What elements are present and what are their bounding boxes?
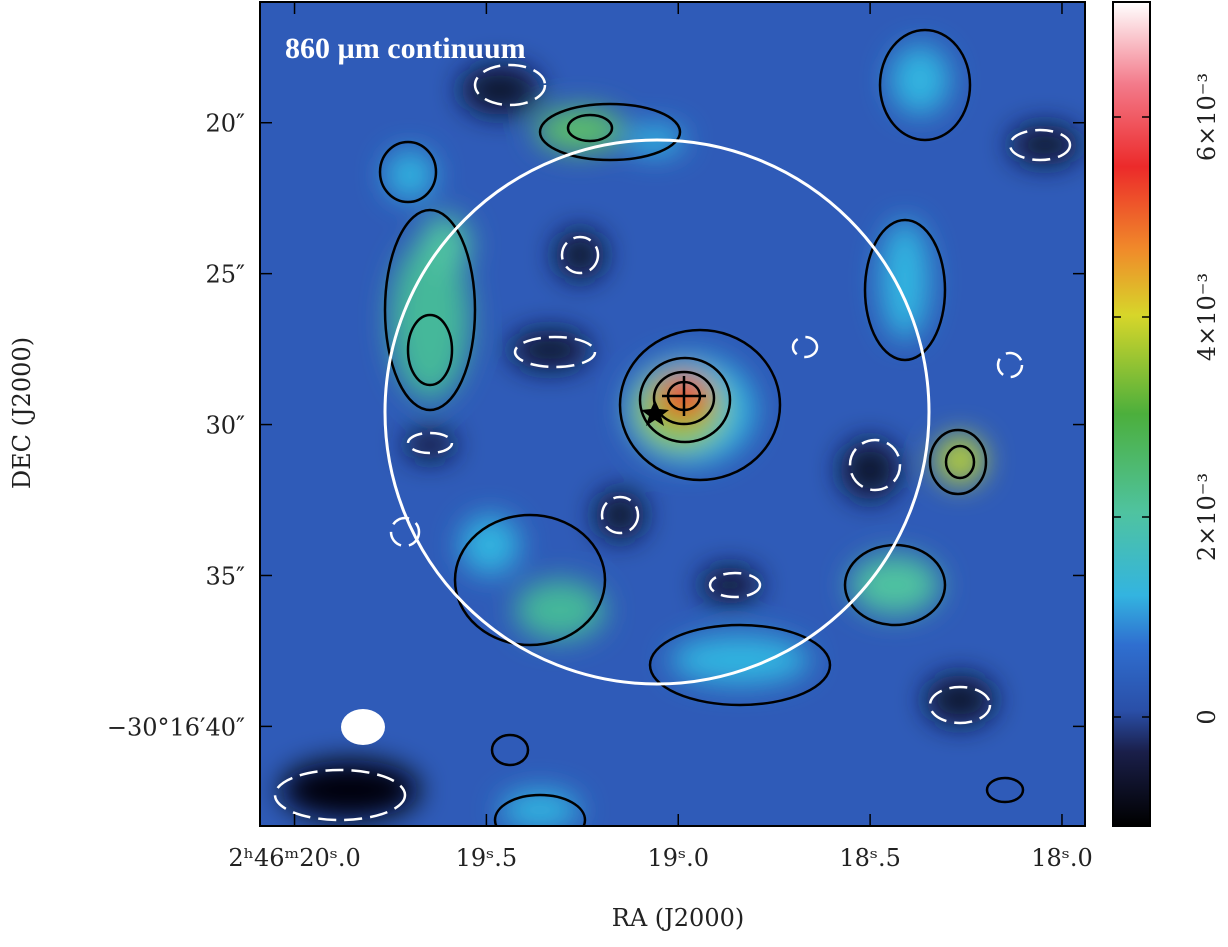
colorbar-tick-label: 4×10⁻³: [1193, 273, 1221, 361]
y-tick-label: 20″: [205, 110, 245, 138]
colorbar-tick-label: 6×10⁻³: [1193, 73, 1221, 161]
y-axis-label: DEC (J2000): [8, 337, 36, 489]
x-axis-label: RA (J2000): [612, 904, 744, 932]
x-tick-label: 2ʰ46ᵐ20ˢ.0: [228, 844, 360, 872]
x-tick-label: 19ˢ.5: [456, 844, 518, 872]
map: [260, 2, 1085, 826]
x-tick-label: 19ˢ.0: [647, 844, 709, 872]
y-tick-label: −30°16′40″: [107, 713, 245, 741]
x-tick-label: 18ˢ.5: [839, 844, 901, 872]
chart-title: 860 µm continuum: [285, 32, 526, 65]
y-tick-label: 25″: [205, 261, 245, 289]
colorbar-tick-label: 0: [1193, 709, 1221, 724]
x-tick-label: 18ˢ.0: [1031, 844, 1093, 872]
y-tick-label: 35″: [205, 562, 245, 590]
colorbar-tick-label: 2×10⁻³: [1193, 473, 1221, 561]
colorbar: [1112, 1, 1151, 827]
y-tick-label: 30″: [205, 412, 245, 440]
